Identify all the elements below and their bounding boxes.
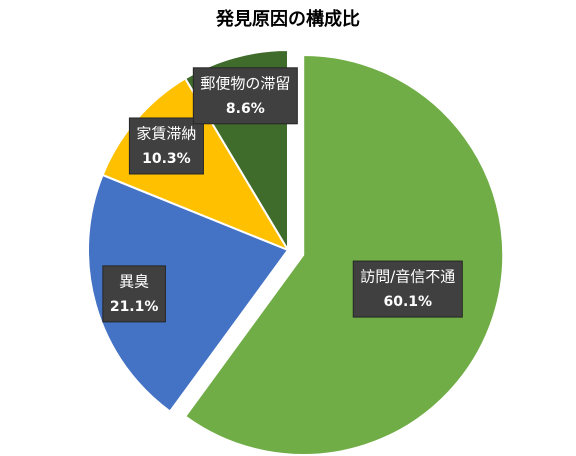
label-box (128, 117, 204, 175)
label-value: 8.6% (226, 101, 265, 117)
data-label: 異臭 21.1% (102, 265, 166, 323)
data-label: 家賃滞納 10.3% (128, 117, 204, 175)
label-name: 家賃滞納 (136, 124, 196, 142)
data-label: 訪問/音信不通 60.1% (352, 260, 463, 318)
label-name: 訪問/音信不通 (360, 268, 455, 286)
data-label: 郵便物の滞留 8.6% (192, 67, 298, 125)
label-value: 21.1% (110, 299, 159, 315)
label-name: 郵便物の滞留 (200, 74, 290, 92)
pie-slice (183, 53, 505, 456)
label-value: 10.3% (142, 151, 191, 167)
label-name: 異臭 (119, 272, 149, 290)
label-box (352, 260, 463, 318)
chart-title: 発見原因の構成比 (215, 8, 360, 30)
pie-slice (87, 173, 290, 413)
label-value: 60.1% (383, 294, 432, 310)
label-box (192, 67, 298, 125)
label-box (102, 265, 166, 323)
